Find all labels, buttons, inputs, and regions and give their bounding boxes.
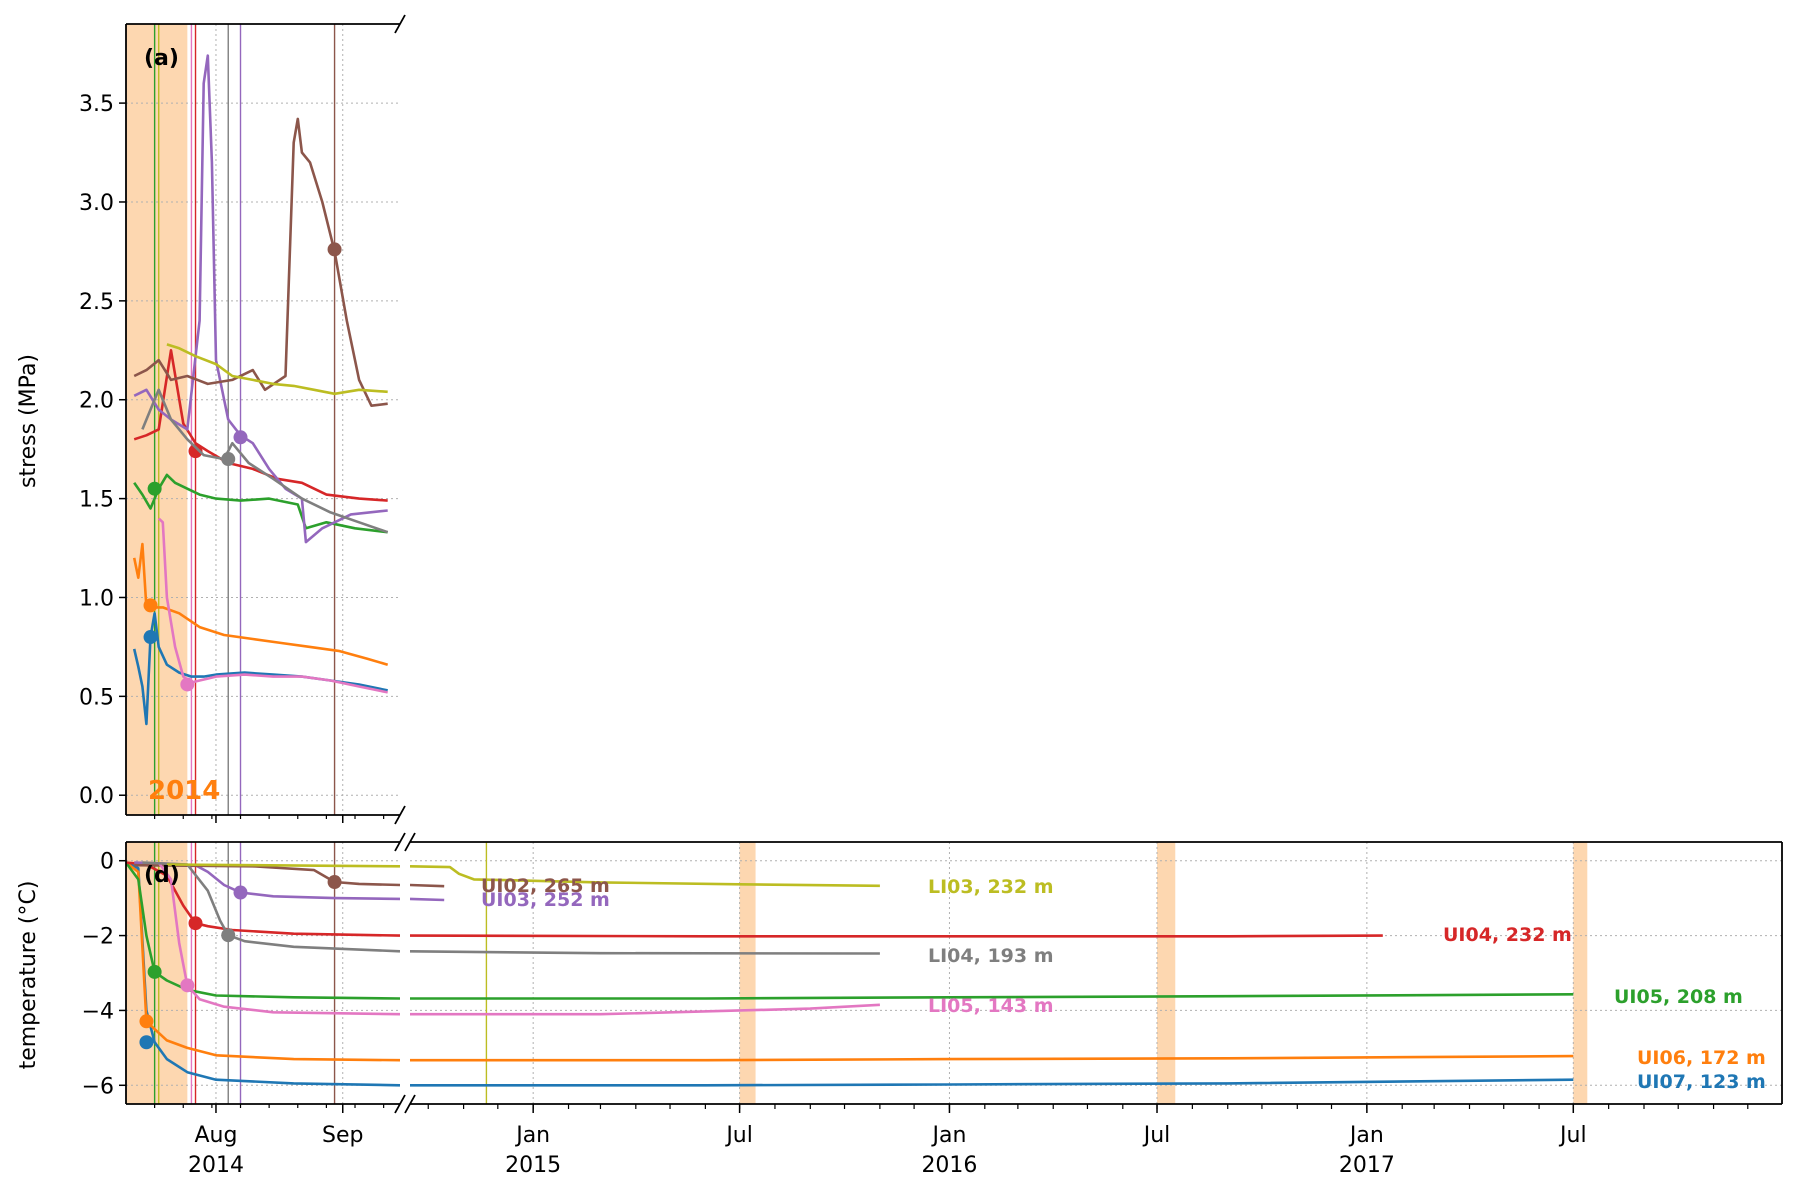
stress-series-marker [180, 677, 195, 692]
y-tick-label: 0 [100, 850, 114, 875]
series-end-label: UI07, 123 m [1637, 1071, 1766, 1093]
temperature-series-line [142, 861, 400, 953]
x-tick-year-label: 2015 [505, 1153, 561, 1178]
x-tick-label: Jan [1348, 1123, 1384, 1148]
stress-series-line [157, 517, 388, 694]
temperature-series-marker [233, 885, 248, 900]
panel-d-shaded-periods [126, 842, 1588, 1104]
panel-d-right-series [410, 865, 1574, 1087]
x-tick-label: Jul [1558, 1123, 1587, 1148]
series-end-label: UI04, 232 m [1443, 924, 1572, 946]
x-tick-label: Aug [194, 1123, 237, 1148]
temperature-series-line [410, 950, 880, 955]
panel-a-year-label: 2014 [148, 776, 220, 806]
stress-series-marker [143, 630, 158, 645]
y-tick-label: 1.5 [79, 488, 114, 513]
series-end-label: LI05, 143 m [928, 995, 1054, 1017]
panel-d-label: (d) [144, 863, 180, 888]
panel-a-label: (a) [144, 46, 179, 71]
axis-break-mark [394, 14, 406, 34]
y-tick-label: 1.0 [79, 586, 114, 611]
temperature-series-line [410, 1003, 880, 1016]
shaded-period [126, 24, 188, 815]
panel-d-axes: −6 −4 −2 0 Aug 2014 Sep Jan 2015 Jul Jan 2016 Jul Jan… [82, 832, 1783, 1178]
y-tick-label: 0.5 [79, 685, 114, 710]
y-tick-label: −2 [82, 925, 114, 950]
x-tick-label: Jan [930, 1123, 966, 1148]
temperature-series-marker [139, 1035, 154, 1050]
stress-series-marker [327, 242, 342, 257]
stress-series-marker [233, 430, 248, 445]
temperature-series-line [410, 897, 445, 902]
series-end-label: LI03, 232 m [928, 876, 1054, 898]
temperature-series-line [410, 883, 445, 888]
stress-series-line [133, 473, 388, 534]
series-end-label: UI02, 265 m [481, 875, 610, 897]
temperature-series-marker [221, 928, 236, 943]
stress-series-marker [188, 444, 203, 459]
temperature-series-marker [180, 978, 195, 993]
axis-break-mark [404, 832, 416, 852]
panel-d-y-axis-label: temperature (°C) [16, 881, 41, 1070]
temperature-series-line [126, 861, 400, 1000]
temperature-series-line [410, 1054, 1574, 1062]
temperature-series-line [410, 1078, 1574, 1087]
y-tick-label: 0.0 [79, 784, 114, 809]
temperature-series-line [126, 861, 400, 1062]
panel-a-y-axis-label: stress (MPa) [16, 354, 41, 488]
y-tick-label: 3.0 [79, 191, 114, 216]
temperature-series-line [157, 861, 400, 1016]
stress-series-line [166, 343, 388, 396]
x-tick-year-label: 2016 [921, 1153, 977, 1178]
y-tick-label: 2.5 [79, 290, 114, 315]
stress-series-marker [147, 481, 162, 496]
series-end-label: LI04, 193 m [928, 945, 1054, 967]
axis-break-mark [394, 805, 406, 825]
series-end-label: UI03, 252 m [481, 889, 610, 911]
y-tick-label: −6 [82, 1074, 114, 1099]
temperature-series-line [410, 993, 1574, 1000]
stress-series-line [141, 388, 389, 534]
panel-a-axes: 0.0 0.5 1.0 1.5 2.0 2.5 3.0 3.5 [79, 14, 406, 825]
temperature-series-marker [139, 1014, 154, 1029]
x-tick-year-label: 2014 [188, 1153, 244, 1178]
y-tick-label: −4 [82, 999, 114, 1024]
panel-a: 0.0 0.5 1.0 1.5 2.0 2.5 3.0 3.5 (a) 2014 stress… [16, 14, 406, 825]
series-end-label: UI05, 208 m [1614, 986, 1743, 1008]
temperature-series-line [166, 863, 400, 868]
axis-break-mark [394, 1094, 406, 1114]
shaded-period [1573, 842, 1588, 1104]
temperature-series-marker [327, 875, 342, 890]
y-tick-label: 2.0 [79, 389, 114, 414]
axis-break-mark [404, 1094, 416, 1114]
stress-series-marker [221, 452, 236, 467]
x-tick-label: Sep [322, 1123, 363, 1148]
stress-series-marker [143, 598, 158, 613]
x-tick-label: Jul [724, 1123, 753, 1148]
x-tick-label: Jan [514, 1123, 550, 1148]
panel-a-series [132, 54, 389, 726]
stress-series-line [132, 542, 389, 666]
x-tick-year-label: 2017 [1339, 1153, 1395, 1178]
temperature-series-line [410, 934, 1383, 938]
x-tick-label: Jul [1142, 1123, 1171, 1148]
panel-a-shaded-periods [126, 24, 188, 815]
panel-d-event-lines [153, 842, 488, 1104]
temperature-series-marker [147, 964, 162, 979]
temperature-series-marker [188, 916, 203, 931]
axis-break-mark [394, 832, 406, 852]
panel-d-series [126, 861, 1574, 1087]
panel-d-left-series [126, 861, 400, 1087]
stress-series-line [133, 117, 388, 408]
shaded-period [1157, 842, 1176, 1104]
y-tick-label: 3.5 [79, 92, 114, 117]
temperature-series-line [410, 865, 880, 888]
shaded-period [739, 842, 756, 1104]
series-end-label: UI06, 172 m [1637, 1047, 1766, 1069]
